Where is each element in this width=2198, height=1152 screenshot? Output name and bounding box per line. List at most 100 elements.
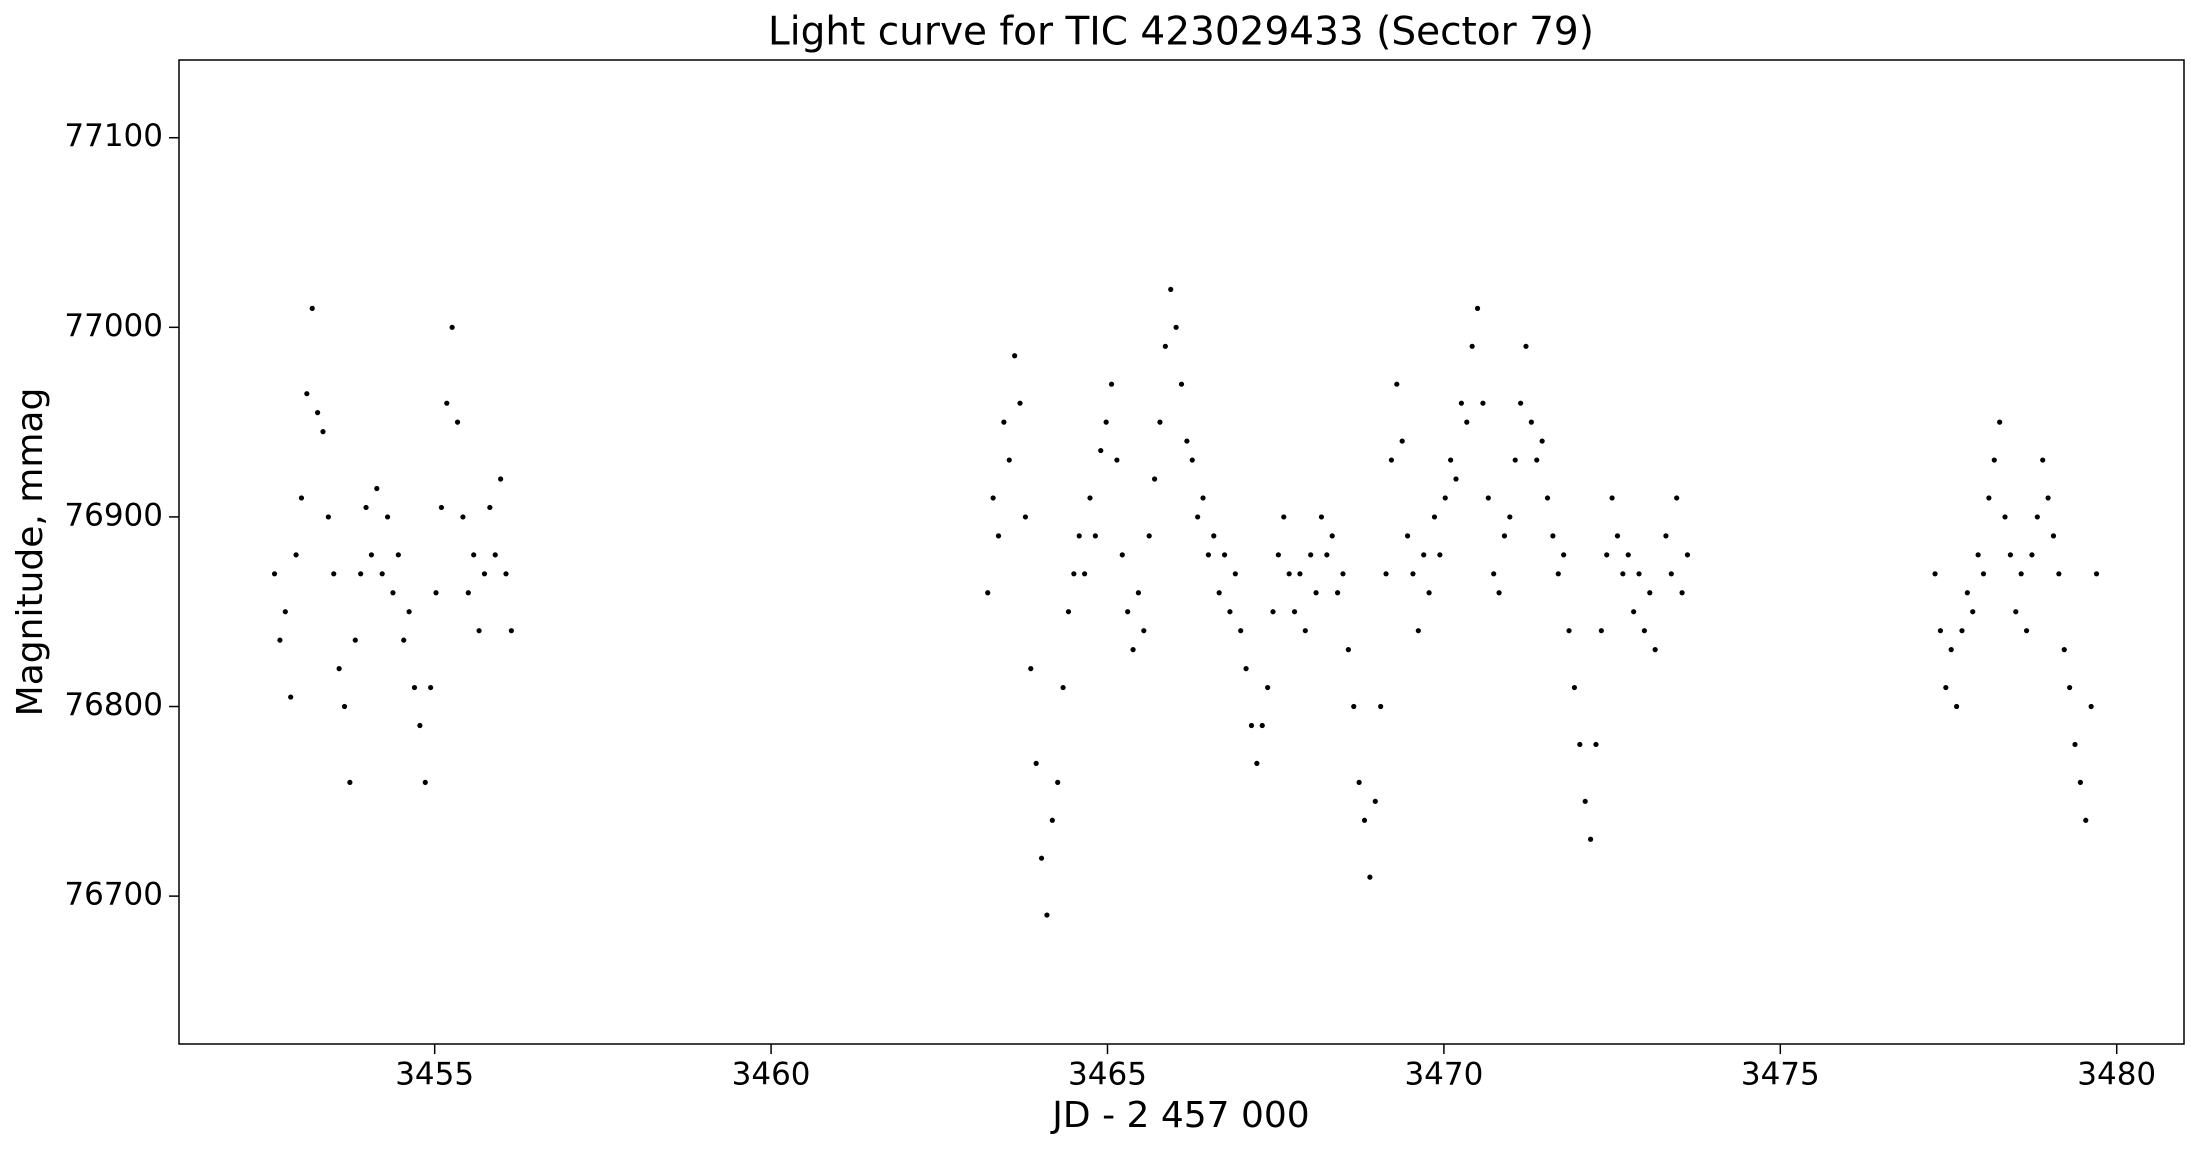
data-point: [2067, 684, 2073, 691]
data-point: [1367, 874, 1373, 880]
data-point: [1943, 684, 1949, 691]
data-point: [465, 590, 471, 596]
data-point: [1684, 552, 1691, 558]
data-point: [1178, 381, 1185, 387]
data-point: [1501, 533, 1508, 539]
data-point: [428, 684, 434, 691]
data-point: [2013, 609, 2019, 615]
data-point: [476, 628, 482, 634]
data-point: [1577, 741, 1583, 748]
data-point: [1636, 571, 1642, 577]
x-tick-label: 3475: [1741, 1057, 1820, 1093]
data-point: [1620, 571, 1626, 577]
data-point: [460, 514, 466, 520]
data-point: [1356, 779, 1362, 785]
data-point: [1308, 552, 1314, 558]
data-point: [481, 571, 488, 577]
data-point: [1291, 609, 1298, 615]
data-point: [1211, 533, 1217, 539]
data-point: [1534, 457, 1540, 463]
data-point: [1496, 590, 1502, 596]
data-point: [1270, 609, 1276, 615]
data-point: [985, 590, 991, 596]
data-point: [1593, 741, 1599, 748]
data-point: [1103, 419, 1109, 425]
data-point: [384, 514, 391, 520]
data-point: [1518, 400, 1524, 406]
data-point: [2040, 457, 2046, 463]
data-point: [1415, 628, 1421, 634]
data-point: [331, 571, 337, 577]
data-point: [1055, 779, 1061, 785]
data-point: [1302, 628, 1308, 634]
data-point: [1474, 305, 1481, 311]
data-point: [1986, 495, 1992, 501]
data-point: [293, 552, 299, 558]
data-point: [2018, 571, 2024, 577]
data-point: [1625, 552, 1631, 558]
data-point: [1135, 590, 1142, 596]
data-point: [1265, 684, 1271, 691]
data-point: [2050, 533, 2057, 539]
data-point: [1065, 609, 1072, 615]
data-point: [1399, 438, 1405, 444]
data-point: [1238, 628, 1244, 634]
data-point: [1044, 912, 1050, 918]
data-point: [358, 571, 364, 577]
data-point: [1200, 495, 1206, 501]
data-point: [1991, 457, 1997, 463]
data-point: [1022, 514, 1029, 520]
data-point: [508, 628, 514, 634]
data-point: [1001, 419, 1007, 425]
data-point: [347, 779, 353, 785]
data-point: [1345, 647, 1351, 653]
data-point: [433, 590, 439, 596]
data-point: [1351, 703, 1357, 710]
data-point: [471, 552, 477, 558]
data-point: [1076, 533, 1082, 539]
data-point: [1485, 495, 1491, 501]
data-point: [1647, 590, 1653, 596]
data-point: [401, 637, 407, 643]
data-point: [1550, 533, 1556, 539]
data-point: [379, 571, 385, 577]
data-point: [1329, 533, 1335, 539]
data-point: [1221, 552, 1228, 558]
data-point: [1318, 514, 1325, 520]
data-point: [341, 703, 348, 710]
data-point: [1227, 609, 1233, 615]
y-tick-label: 77100: [64, 118, 163, 154]
data-point: [1361, 817, 1368, 823]
data-point: [1146, 533, 1152, 539]
data-point: [1937, 628, 1944, 634]
data-point: [1528, 419, 1534, 425]
data-point: [1442, 495, 1448, 501]
data-point: [417, 722, 423, 729]
data-point: [309, 305, 315, 311]
data-point: [1523, 343, 1529, 349]
data-point: [1060, 684, 1066, 691]
data-point: [320, 429, 326, 435]
data-point: [444, 400, 450, 406]
data-point: [1151, 476, 1158, 482]
data-point: [1587, 836, 1594, 842]
data-point: [1480, 400, 1486, 406]
data-point: [1674, 495, 1680, 501]
data-point: [1216, 590, 1222, 596]
data-point: [1641, 628, 1647, 634]
x-tick-label: 3455: [395, 1057, 474, 1093]
data-point: [1297, 571, 1303, 577]
data-point: [352, 637, 358, 643]
data-point: [1275, 552, 1281, 558]
data-point: [368, 552, 375, 558]
data-point: [492, 552, 498, 558]
data-point: [1038, 855, 1045, 861]
data-point: [1404, 533, 1411, 539]
data-point: [990, 495, 996, 501]
data-point: [1555, 571, 1561, 577]
data-point: [1130, 647, 1136, 653]
data-point: [1997, 419, 2003, 425]
data-point: [2045, 495, 2051, 501]
data-point: [1426, 590, 1432, 596]
data-point: [1431, 514, 1438, 520]
